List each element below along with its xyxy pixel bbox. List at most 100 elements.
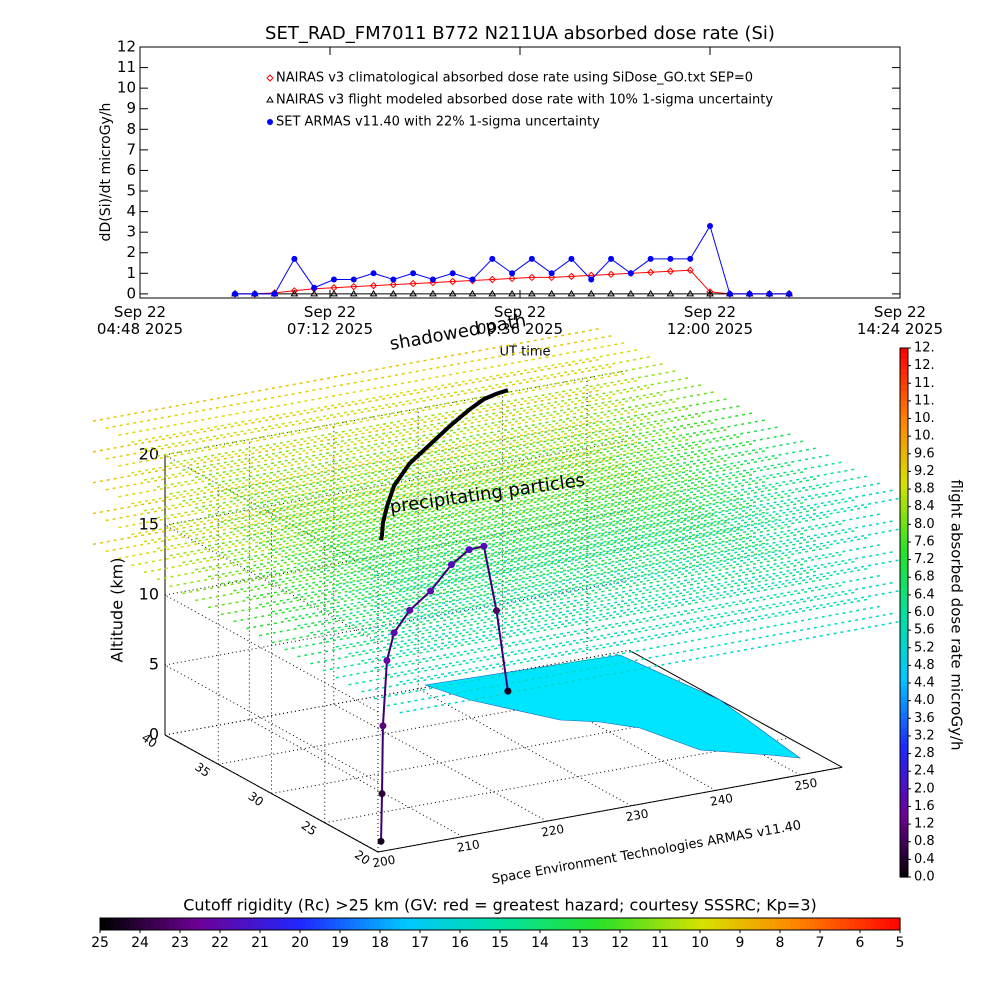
track-point: [390, 629, 398, 637]
colorbar-cell: [385, 918, 391, 930]
rigidity-grid: [348, 591, 856, 686]
colorbar-tick-label: 7.6: [914, 534, 935, 549]
colorbar-cell: [230, 918, 236, 930]
rigidity-grid: [92, 451, 600, 546]
rigidity-grid: [220, 428, 728, 523]
colorbar-cell: [450, 918, 456, 930]
colorbar-tick-label: 25: [91, 935, 109, 951]
colorbar-cell: [900, 829, 908, 836]
data-point: [390, 276, 397, 283]
data-point: [311, 284, 318, 291]
colorbar-cell: [200, 918, 206, 930]
rigidity-grid: [169, 431, 677, 526]
colorbar-cell: [900, 533, 908, 540]
track-point: [377, 837, 385, 845]
colorbar-cell: [900, 744, 908, 751]
colorbar-cell: [830, 918, 836, 930]
legend-marker: [266, 74, 274, 82]
colorbar-cell: [315, 918, 321, 930]
data-point: [310, 289, 319, 297]
colorbar-cell: [570, 918, 576, 930]
rigidity-grid: [322, 515, 830, 610]
rigidity-grid: [310, 570, 817, 665]
rigidity-grid: [195, 414, 702, 509]
colorbar-cell: [205, 918, 211, 930]
rigidity-grid: [297, 471, 804, 565]
colorbar-tick-label: 24: [131, 935, 149, 951]
rigidity-grid: [182, 469, 689, 564]
rigidity-grid: [348, 529, 856, 624]
data-point: [469, 276, 476, 283]
colorbar-cell: [745, 918, 751, 930]
colorbar-tick-label: 0.8: [914, 834, 935, 849]
colorbar-cell: [805, 918, 811, 930]
colorbar-cell: [900, 575, 908, 582]
colorbar-tick-label: 8.0: [914, 517, 935, 532]
colorbar-cell: [375, 918, 381, 930]
legend-marker: [267, 119, 273, 125]
rigidity-grid: [246, 504, 753, 599]
colorbar-cell: [900, 485, 908, 492]
legend-marker: [266, 96, 274, 103]
colorbar-cell: [320, 918, 326, 930]
colorbar-cell: [900, 390, 908, 397]
rigidity-grid: [297, 532, 804, 627]
colorbar-cell: [640, 918, 646, 930]
colorbar-cell: [245, 918, 251, 930]
colorbar-cell: [870, 918, 876, 930]
rigidity-grid: [361, 598, 868, 693]
colorbar-cell: [900, 787, 908, 793]
x-tick-label: Sep 22 12:00 2025: [666, 303, 754, 338]
data-point: [489, 255, 496, 262]
colorbar-cell: [695, 918, 701, 930]
colorbar-cell: [900, 580, 908, 587]
rigidity-grid: [271, 549, 779, 644]
colorbar-cell: [900, 422, 908, 428]
z-tick-label: 15: [139, 515, 159, 534]
colorbar-cell: [895, 918, 901, 930]
rigidity-grid: [195, 507, 702, 602]
track-point: [383, 657, 391, 665]
colorbar-tick-label: 8: [776, 935, 785, 951]
colorbar-cell: [865, 918, 871, 930]
colorbar-cell: [900, 469, 908, 476]
colorbar-cell: [900, 358, 908, 365]
track-point: [427, 587, 435, 595]
colorbar-cell: [845, 918, 851, 930]
z-tick-label: 5: [149, 655, 159, 674]
rigidity-grid: [207, 391, 715, 486]
colorbar-cell: [505, 918, 511, 930]
colorbar-cell: [900, 808, 908, 815]
colorbar-tick-label: 12.: [914, 358, 935, 373]
colorbar-cell: [705, 918, 711, 930]
colorbar-cell: [900, 543, 908, 550]
colorbar-tick-label: 16: [451, 935, 469, 951]
colorbar-cell: [730, 918, 736, 930]
colorbar-cell: [900, 633, 908, 640]
data-point: [607, 289, 615, 297]
data-point: [370, 270, 377, 277]
data-point: [369, 289, 378, 297]
colorbar-cell: [430, 918, 436, 930]
colorbar-cell: [350, 918, 356, 930]
rigidity-grid: [361, 537, 868, 631]
y-tick-label: 25: [299, 818, 320, 838]
colorbar-tick-label: 12.: [914, 341, 935, 356]
rigidity-grid: [310, 539, 817, 634]
colorbar-cell: [900, 496, 908, 503]
data-point: [449, 270, 456, 277]
colorbar-tick-label: 11.: [914, 376, 935, 391]
colorbar-cell: [900, 601, 908, 608]
rigidity-grid: [386, 520, 894, 615]
colorbar-cell: [635, 918, 641, 930]
colorbar-cell: [900, 660, 908, 666]
credit: Space Environment Technologies ARMAS v11…: [491, 818, 803, 887]
colorbar-cell: [900, 781, 908, 788]
data-point: [508, 289, 516, 297]
colorbar-cell: [515, 918, 521, 930]
rigidity-grid: [322, 454, 830, 549]
data-point: [369, 281, 378, 290]
grid-line: [586, 657, 801, 776]
data-point: [726, 290, 733, 297]
colorbar-cell: [900, 437, 908, 444]
